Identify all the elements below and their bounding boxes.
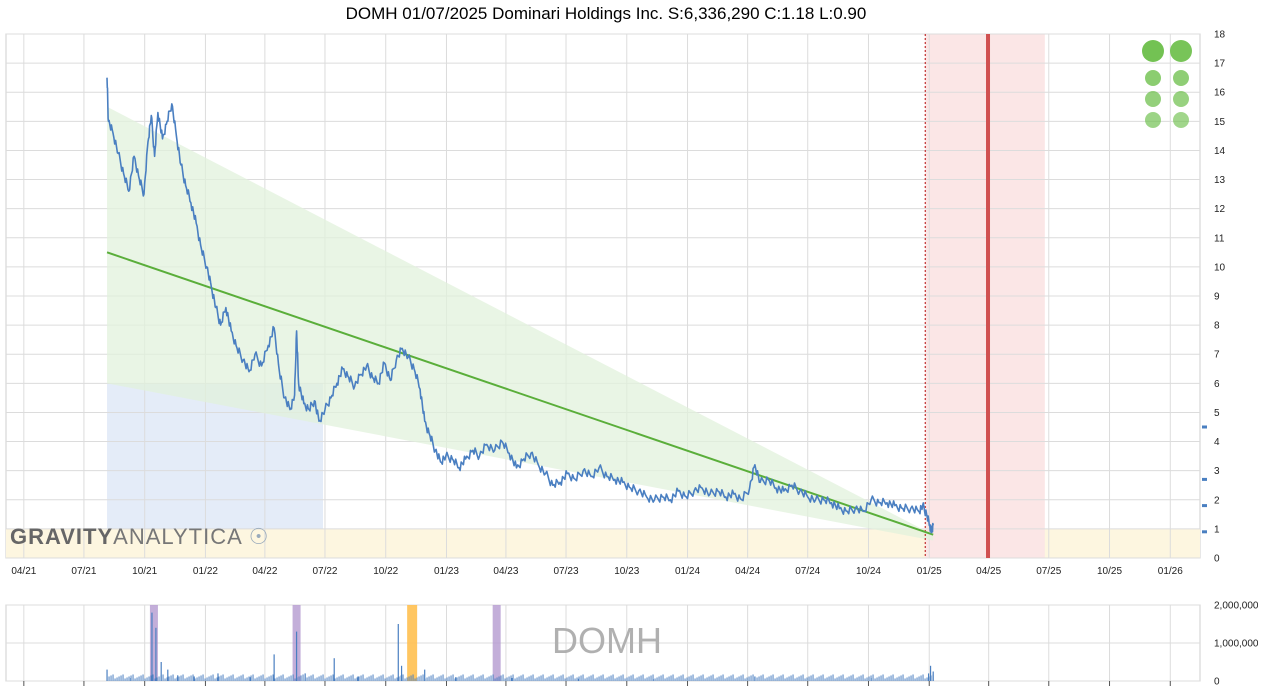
x-tick-label: 04/25: [976, 566, 1001, 577]
y-tick-label: 10: [1214, 262, 1226, 273]
signal-dot: [1173, 70, 1189, 86]
x-tick-label: 10/24: [856, 566, 881, 577]
purple-band: [492, 605, 501, 681]
y-tick-label: 13: [1214, 175, 1226, 186]
right-axis-marker: [1202, 477, 1207, 481]
y-tick-label: 7: [1214, 350, 1220, 361]
price-line: [106, 77, 934, 534]
watermark-bold: GRAVITY: [10, 524, 114, 549]
volume-tick-label: 1,000,000: [1214, 639, 1259, 650]
y-tick-label: 15: [1214, 117, 1226, 128]
x-tick-label: 10/25: [1097, 566, 1122, 577]
purple-band: [149, 605, 158, 681]
x-tick-label: 04/21: [11, 566, 36, 577]
volume-tick-label: 0: [1214, 677, 1220, 688]
x-tick-label: 07/22: [312, 566, 337, 577]
y-tick-label: 4: [1214, 437, 1220, 448]
chart-title: DOMH 01/07/2025 Dominari Holdings Inc. S…: [345, 4, 867, 23]
orange-band: [407, 605, 418, 681]
signal-dot: [1145, 70, 1161, 86]
x-tick-label: 10/21: [132, 566, 157, 577]
y-tick-label: 2: [1214, 495, 1220, 506]
y-tick-label: 8: [1214, 321, 1220, 332]
right-axis-marker: [1202, 504, 1207, 508]
y-tick-label: 1: [1214, 524, 1220, 535]
right-axis-marker: [1202, 530, 1207, 534]
trend-channel: [107, 106, 934, 541]
volume-symbol: DOMH: [552, 620, 662, 661]
x-tick-label: 01/22: [193, 566, 218, 577]
y-tick-label: 17: [1214, 59, 1226, 70]
x-tick-label: 01/25: [917, 566, 942, 577]
y-tick-label: 14: [1214, 146, 1226, 157]
y-tick-label: 11: [1214, 233, 1225, 244]
x-tick-label: 04/23: [493, 566, 518, 577]
y-tick-label: 16: [1214, 88, 1226, 99]
globe-icon: ☉: [248, 524, 270, 549]
x-tick-label: 07/24: [795, 566, 820, 577]
signal-dot: [1145, 112, 1161, 128]
x-tick-label: 01/24: [675, 566, 700, 577]
right-axis-marker: [1202, 425, 1207, 429]
y-tick-label: 3: [1214, 466, 1220, 477]
y-tick-label: 6: [1214, 379, 1220, 390]
x-tick-label: 10/22: [373, 566, 398, 577]
x-tick-label: 07/25: [1036, 566, 1061, 577]
x-tick-label: 01/23: [434, 566, 459, 577]
watermark-logo: GRAVITYANALYTICA ☉: [10, 524, 269, 550]
signal-dot: [1173, 91, 1189, 107]
x-tick-label: 07/21: [71, 566, 96, 577]
x-tick-label: 01/26: [1158, 566, 1183, 577]
y-tick-label: 0: [1214, 554, 1220, 565]
y-tick-label: 5: [1214, 408, 1220, 419]
y-tick-label: 12: [1214, 204, 1226, 215]
signal-dot: [1142, 40, 1164, 62]
y-tick-label: 18: [1214, 30, 1226, 41]
purple-band: [292, 605, 301, 681]
signal-dot: [1145, 91, 1161, 107]
x-tick-label: 10/23: [614, 566, 639, 577]
volume-tick-label: 2,000,000: [1214, 601, 1259, 612]
y-tick-label: 9: [1214, 292, 1220, 303]
watermark-light: ANALYTICA: [113, 524, 242, 549]
x-tick-label: 07/23: [554, 566, 579, 577]
x-tick-label: 04/22: [252, 566, 277, 577]
x-tick-label: 04/24: [735, 566, 760, 577]
signal-dot: [1170, 40, 1192, 62]
signal-dot: [1173, 112, 1189, 128]
